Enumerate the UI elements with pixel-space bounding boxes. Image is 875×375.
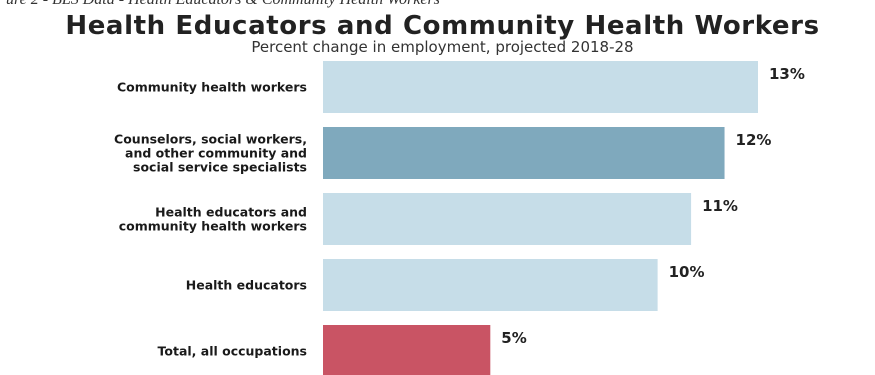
chart-title: Health Educators and Community Health Wo… (65, 11, 820, 41)
bar-counselors-social-workers-and-other-community-and-social-service-specialists (323, 127, 725, 179)
value-label-health-educators-and-community-health-workers: 11% (702, 197, 738, 215)
bar-health-educators (323, 259, 658, 311)
bar-community-health-workers (323, 61, 758, 113)
category-label-community-health-workers: Community health workers (117, 80, 307, 95)
value-label-total-all-occupations: 5% (501, 329, 526, 347)
category-label-total-all-occupations: Total, all occupations (158, 344, 307, 359)
page-header-fragment: ure 2 - BLS Data - Health Educators & Co… (6, 0, 440, 9)
value-label-community-health-workers: 13% (769, 65, 805, 83)
category-label-health-educators-and-community-health-workers: Health educators and community health wor… (119, 205, 307, 234)
bar-total-all-occupations (323, 325, 491, 375)
value-label-counselors-social-workers-and-other-community-and-social-service-specialists: 12% (736, 131, 772, 149)
chart-subtitle: Percent change in employment, projected … (251, 38, 634, 56)
category-label-health-educators: Health educators (186, 278, 307, 293)
bar-health-educators-and-community-health-workers (323, 193, 692, 245)
category-label-counselors-social-workers-and-other-community-and-social-service-specialists: Counselors, social workers, and other com… (114, 132, 307, 175)
value-label-health-educators: 10% (669, 263, 705, 281)
